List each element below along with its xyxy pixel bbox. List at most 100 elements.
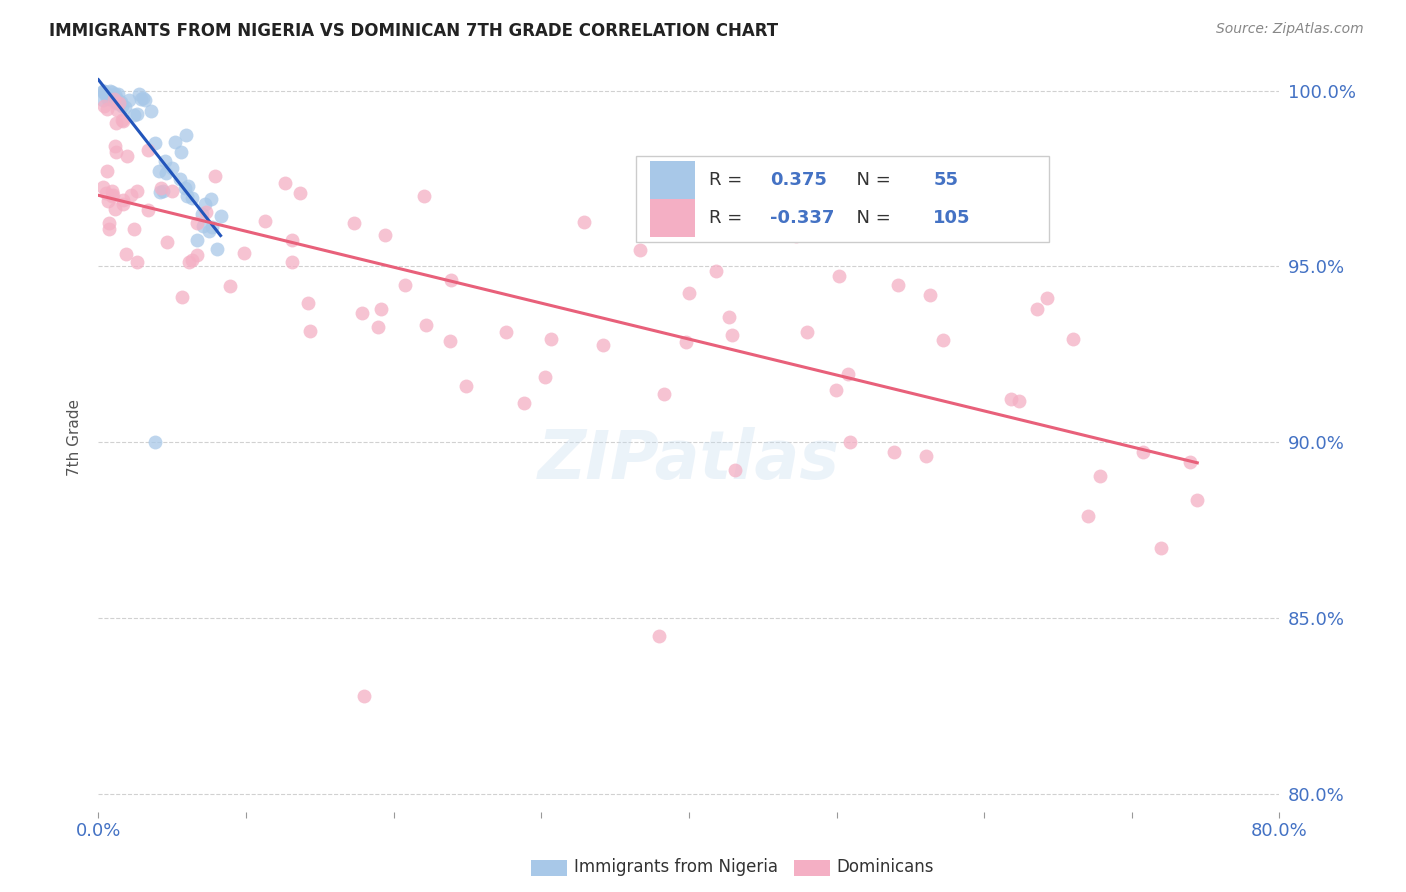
Point (720, 327, 742, 342)
Point (1008, 394, 1031, 409)
Point (112, 197, 135, 211)
Point (198, 224, 221, 238)
Point (96, 164, 118, 178)
Text: N =: N = (845, 209, 897, 227)
Point (394, 278, 416, 293)
Point (98, 216, 121, 230)
Point (114, 100, 136, 114)
Point (367, 319, 389, 334)
Text: Immigrants from Nigeria: Immigrants from Nigeria (574, 858, 778, 876)
Point (1035, 291, 1057, 305)
Point (143, 435, 166, 450)
Point (98, 222, 121, 236)
Point (825, 384, 848, 398)
Point (796, 325, 818, 339)
Text: IMMIGRANTS FROM NIGERIA VS DOMINICAN 7TH GRADE CORRELATION CHART: IMMIGRANTS FROM NIGERIA VS DOMINICAN 7TH… (49, 22, 779, 40)
Point (534, 370, 557, 384)
Point (104, 145, 127, 160)
Text: R =: R = (709, 171, 748, 189)
Point (174, 128, 197, 143)
Point (105, 116, 128, 130)
Point (540, 332, 562, 346)
Point (675, 335, 697, 350)
Point (105, 95, 128, 110)
Point (200, 192, 222, 206)
Point (1077, 508, 1099, 523)
Point (704, 264, 727, 278)
Point (170, 290, 193, 304)
Point (149, 185, 172, 199)
Point (745, 226, 768, 240)
Point (204, 169, 226, 184)
Point (177, 255, 200, 269)
Point (139, 103, 162, 118)
Point (1062, 332, 1084, 346)
Text: 0.375: 0.375 (770, 171, 827, 189)
Point (290, 186, 312, 200)
Text: 80.0%: 80.0% (1251, 822, 1308, 840)
Point (177, 179, 200, 194)
Bar (650, 200, 695, 237)
Point (155, 166, 177, 180)
Point (100, 184, 122, 198)
Point (1132, 444, 1154, 458)
Point (299, 324, 322, 338)
Point (153, 153, 176, 168)
Point (104, 202, 127, 216)
Point (93, 86, 115, 100)
Point (93, 84, 115, 98)
Point (103, 92, 125, 106)
Point (440, 272, 463, 286)
Point (162, 161, 183, 175)
Point (828, 269, 851, 284)
Y-axis label: 7th Grade: 7th Grade (67, 399, 83, 475)
Point (628, 243, 651, 257)
Point (191, 207, 214, 221)
Point (186, 234, 208, 248)
Point (156, 235, 179, 249)
Point (118, 93, 141, 107)
Text: Source: ZipAtlas.com: Source: ZipAtlas.com (1216, 22, 1364, 37)
Point (1178, 455, 1201, 469)
Text: 55: 55 (934, 171, 959, 189)
Point (174, 181, 197, 195)
Point (1187, 492, 1209, 507)
Point (678, 286, 700, 301)
Point (1150, 541, 1173, 555)
Point (107, 103, 129, 117)
Point (495, 326, 517, 340)
Point (94, 186, 117, 200)
Point (652, 387, 675, 401)
Text: 105: 105 (934, 209, 972, 227)
Point (125, 255, 148, 269)
Point (96, 103, 118, 117)
Point (280, 255, 302, 269)
Point (128, 87, 150, 102)
Point (932, 333, 955, 347)
Point (205, 242, 228, 256)
Point (107, 92, 129, 106)
Point (111, 98, 134, 112)
Point (100, 88, 122, 103)
Point (111, 113, 134, 128)
Point (513, 396, 536, 410)
Point (108, 96, 131, 111)
Point (186, 248, 208, 262)
Point (572, 214, 595, 228)
Point (201, 219, 224, 234)
Point (148, 164, 170, 178)
Point (132, 91, 155, 105)
Point (887, 278, 910, 293)
Bar (650, 161, 695, 199)
Point (152, 184, 174, 198)
Text: 0.0%: 0.0% (76, 822, 121, 840)
Point (115, 148, 138, 162)
Point (115, 247, 138, 261)
Point (93, 99, 115, 113)
Point (170, 145, 193, 160)
Point (454, 379, 477, 393)
Point (1025, 301, 1047, 316)
Point (127, 184, 149, 198)
Point (915, 449, 938, 463)
Point (274, 176, 297, 190)
